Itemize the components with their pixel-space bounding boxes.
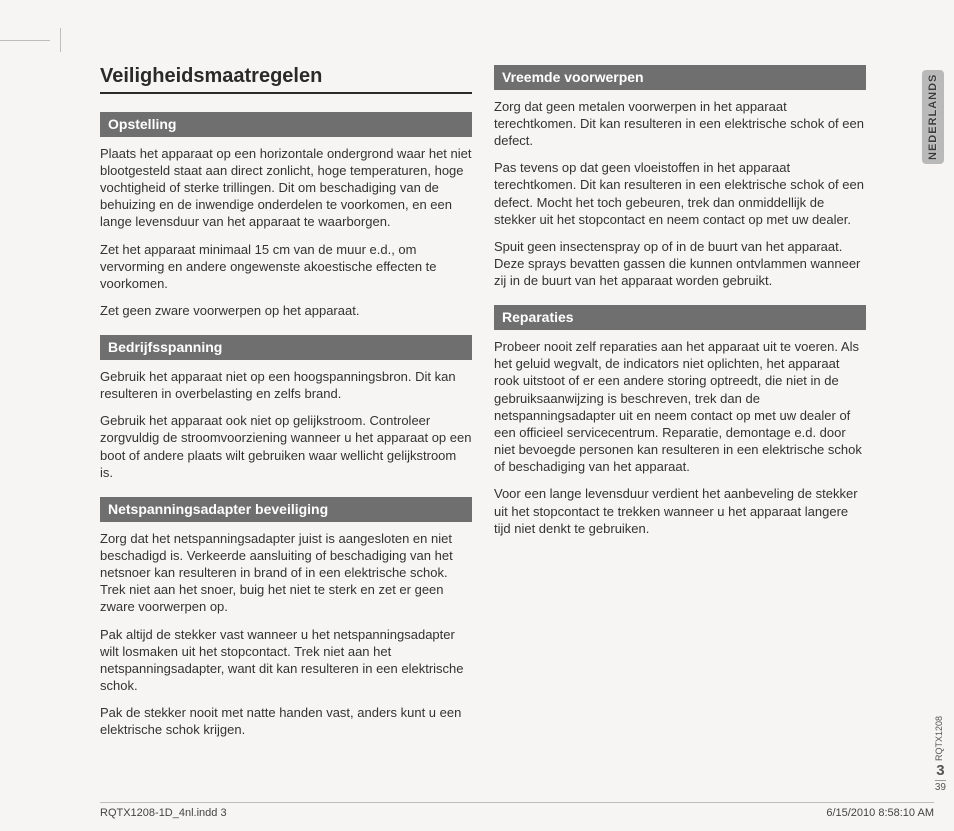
body-text: Zet het apparaat minimaal 15 cm van de m…	[100, 241, 472, 292]
section-header: Reparaties	[494, 305, 866, 330]
footer-filename: RQTX1208-1D_4nl.indd 3	[100, 807, 227, 819]
body-text: Gebruik het apparaat ook niet op gelijks…	[100, 412, 472, 481]
body-text: Zorg dat geen metalen voorwerpen in het …	[494, 98, 866, 149]
body-text: Gebruik het apparaat niet op een hoogspa…	[100, 368, 472, 402]
section-header: Bedrijfsspanning	[100, 335, 472, 360]
body-text: Pas tevens op dat geen vloeistoffen in h…	[494, 159, 866, 228]
section-netspanningsadapter: Netspanningsadapter beveiliging Zorg dat…	[100, 497, 472, 739]
body-text: Pak altijd de stekker vast wanneer u het…	[100, 626, 472, 695]
section-header: Vreemde voorwerpen	[494, 65, 866, 90]
footer-timestamp: 6/15/2010 8:58:10 AM	[826, 807, 934, 819]
page-title: Veiligheidsmaatregelen	[100, 65, 472, 94]
section-header: Opstelling	[100, 112, 472, 137]
body-text: Pak de stekker nooit met natte handen va…	[100, 704, 472, 738]
section-header: Netspanningsadapter beveiliging	[100, 497, 472, 522]
section-vreemde-voorwerpen: Vreemde voorwerpen Zorg dat geen metalen…	[494, 65, 866, 289]
body-text: Zorg dat het netspanningsadapter juist i…	[100, 530, 472, 616]
language-tab: NEDERLANDS	[922, 70, 944, 164]
footer: RQTX1208-1D_4nl.indd 3 6/15/2010 8:58:10…	[100, 802, 934, 819]
body-text: Probeer nooit zelf reparaties aan het ap…	[494, 338, 866, 475]
crop-mark	[0, 40, 60, 42]
section-reparaties: Reparaties Probeer nooit zelf reparaties…	[494, 305, 866, 537]
body-text: Spuit geen insectenspray op of in de buu…	[494, 238, 866, 289]
left-column: Veiligheidsmaatregelen Opstelling Plaats…	[100, 65, 472, 754]
side-doc-id: RQTX1208	[934, 716, 944, 761]
section-opstelling: Opstelling Plaats het apparaat op een ho…	[100, 112, 472, 319]
section-bedrijfsspanning: Bedrijfsspanning Gebruik het apparaat ni…	[100, 335, 472, 481]
body-text: Plaats het apparaat op een horizontale o…	[100, 145, 472, 231]
right-column: Vreemde voorwerpen Zorg dat geen metalen…	[494, 65, 866, 754]
body-text: Voor een lange levensduur verdient het a…	[494, 485, 866, 536]
page-number-large: 3	[935, 763, 946, 782]
page-content: Veiligheidsmaatregelen Opstelling Plaats…	[100, 65, 868, 795]
columns: Veiligheidsmaatregelen Opstelling Plaats…	[100, 65, 868, 754]
side-page-number: 3 39	[935, 763, 946, 794]
body-text: Zet geen zware voorwerpen op het apparaa…	[100, 302, 472, 319]
page-number-small: 39	[935, 782, 946, 793]
